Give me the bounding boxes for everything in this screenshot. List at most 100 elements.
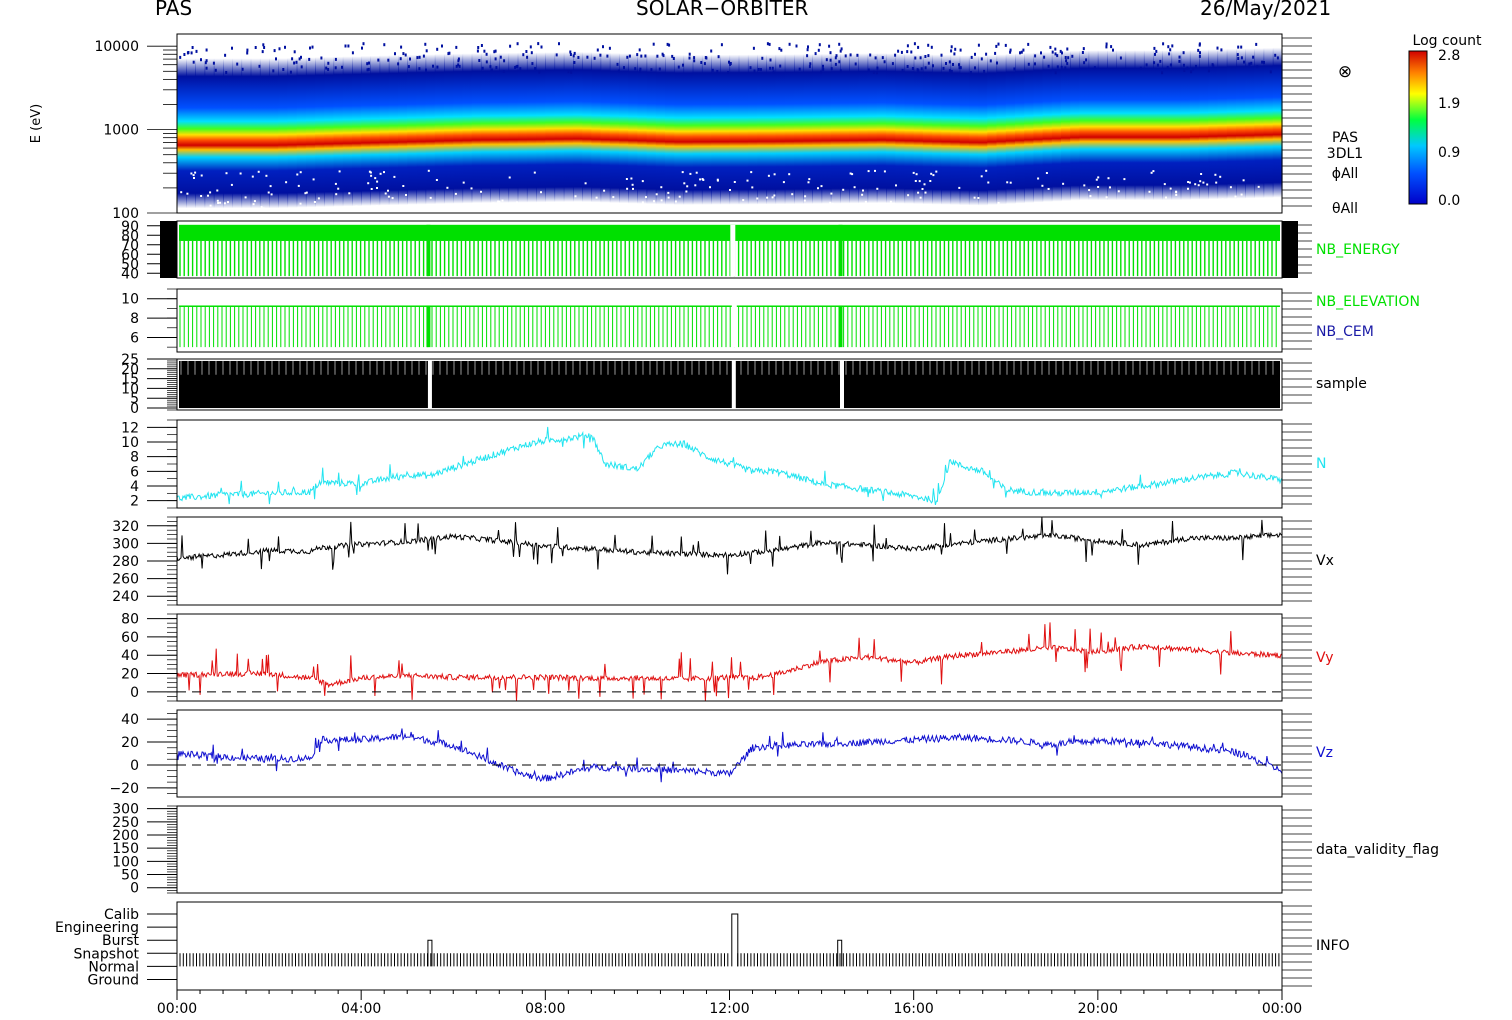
spectrogram-count (822, 64, 824, 68)
spectrogram-gap (230, 183, 233, 186)
spectrogram-count (958, 63, 960, 67)
spectrogram-gap (632, 187, 634, 190)
spectrogram-count (1013, 67, 1016, 71)
spectrogram-column (462, 53, 473, 204)
spectrogram-gap (1210, 202, 1213, 205)
spectrogram-column (655, 54, 666, 205)
sample-gap (731, 359, 736, 410)
spectrogram-count (950, 45, 953, 49)
spectrogram-count (1192, 67, 1195, 71)
spectrogram-count (996, 61, 998, 65)
y-tick-label: 80 (121, 228, 139, 244)
y-tick-label: 300 (112, 802, 139, 818)
spectrogram-column (821, 53, 832, 204)
spectrogram-count (291, 57, 294, 61)
spectrogram-gap (1117, 190, 1120, 193)
spectrogram-gap (533, 171, 536, 174)
spectrogram-count (1263, 61, 1265, 64)
spectrogram-count (1085, 58, 1088, 62)
spectrogram-count (677, 65, 680, 69)
spectrogram-gap (767, 174, 770, 177)
spectrogram-count (447, 52, 450, 56)
spectrogram-column (545, 52, 556, 203)
spectrogram-count (457, 63, 460, 67)
spectrogram-count (1009, 48, 1012, 52)
spectrogram-count (351, 51, 354, 55)
spectrogram-column (278, 58, 289, 209)
spectrogram-count (829, 51, 832, 55)
spectrogram-count (327, 68, 330, 71)
y-tick-label: 70 (121, 238, 139, 254)
spectrogram-gap (540, 191, 542, 194)
x-tick-label: 04:00 (341, 1001, 381, 1017)
spectrogram-column (849, 53, 859, 204)
spectrogram-count (394, 52, 396, 56)
spectrogram-column (1079, 50, 1090, 201)
spectrogram-gap (1188, 181, 1191, 184)
spectrogram-count (628, 54, 631, 58)
spectrogram-gap (1248, 208, 1250, 211)
spectrogram-column (683, 54, 694, 205)
spectrogram-gap (930, 172, 933, 175)
nb-energy-gap (838, 224, 843, 277)
spectrogram-column (775, 54, 786, 205)
nb-energy-label: NB_ENERGY (1316, 242, 1400, 258)
spectrogram-count (906, 44, 909, 48)
spectrogram-count (1054, 71, 1057, 75)
vz-line (176, 728, 1283, 783)
spectrogram-gap (683, 182, 686, 185)
spectrogram-count (1220, 48, 1223, 52)
spectrogram-count (1171, 44, 1174, 48)
spectrogram-count (752, 46, 755, 50)
spectrogram-gap (335, 193, 338, 196)
spectrogram-gap (299, 171, 302, 174)
spectrogram-gap (244, 196, 247, 199)
x-tick-label: 16:00 (893, 1001, 933, 1017)
spectrogram-column (471, 53, 482, 204)
spectrogram-gap (908, 207, 911, 210)
spectrogram-gap (501, 199, 504, 202)
spectrogram-column (1180, 50, 1191, 201)
spectrogram-column (886, 53, 896, 204)
spectrogram-gap (190, 172, 193, 175)
spectrogram-gap (923, 183, 926, 186)
spectrogram-gap (685, 190, 688, 193)
spectrogram-gap (849, 172, 852, 175)
spectrogram-column (1116, 50, 1127, 201)
spectrogram-count (1020, 50, 1023, 54)
spectrogram-count (1182, 63, 1185, 67)
spectrogram-count (1243, 60, 1245, 64)
spectrogram-column (784, 54, 795, 205)
spectrogram-gap (681, 171, 684, 174)
spectrogram-count (818, 43, 821, 47)
panel-frame (176, 805, 1283, 894)
spectrogram-count (671, 54, 674, 58)
spectrogram-gap (435, 179, 438, 181)
spectrogram-count (190, 51, 193, 55)
spectrogram-gap (257, 170, 260, 173)
spectrogram-gap (1249, 209, 1252, 212)
spectrogram-count (519, 67, 522, 71)
y-tick-label: 0 (130, 401, 139, 417)
spectrogram-gap (1083, 184, 1086, 187)
spectrogram-count (1047, 64, 1050, 68)
spectrogram-count (457, 59, 460, 63)
colorbar-tick: 0.0 (1438, 193, 1460, 209)
spectrogram-count (977, 43, 980, 47)
y-tick-label: Snapshot (74, 946, 140, 962)
spectrogram-count (295, 60, 298, 64)
spectrogram-count (1178, 59, 1181, 63)
spectrogram-count (927, 61, 930, 65)
y-tick-label: 0 (130, 685, 139, 701)
spectrogram-gap (808, 178, 811, 181)
spectrogram-gap (223, 202, 226, 205)
spectrogram-column (296, 57, 307, 208)
spectrogram-count (387, 58, 390, 62)
spectrogram-column (711, 54, 721, 205)
y-tick-label: 250 (112, 815, 139, 831)
spectrogram-count (817, 48, 820, 52)
spectrogram-count (757, 68, 760, 71)
spectrogram-gap (851, 173, 854, 176)
spectrogram-count (1182, 51, 1185, 55)
